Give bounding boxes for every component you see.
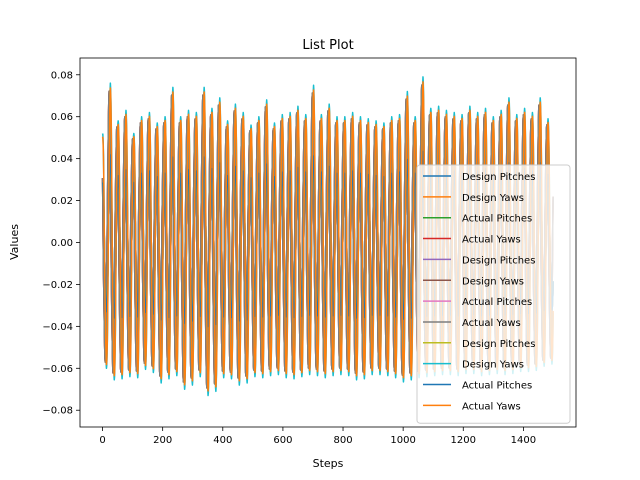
series-line — [101, 81, 554, 392]
y-tick-label: −0.02 — [42, 280, 73, 291]
legend-label: Design Pitches — [462, 255, 535, 266]
legend-label: Actual Pitches — [462, 214, 532, 225]
x-tick-label: 800 — [333, 435, 352, 446]
y-tick-label: 0.02 — [51, 196, 73, 207]
y-tick-label: 0.06 — [51, 112, 73, 123]
legend-label: Design Yaws — [462, 276, 524, 287]
legend-label: Design Pitches — [462, 172, 535, 183]
chart-title: List Plot — [302, 38, 353, 53]
legend-label: Actual Pitches — [462, 381, 532, 392]
y-tick-label: −0.06 — [42, 364, 73, 375]
legend-label: Actual Pitches — [462, 297, 532, 308]
x-axis: 0 200 400 600 800 1000 1200 1400 — [99, 427, 536, 446]
x-tick-label: 1200 — [451, 435, 476, 446]
x-tick-label: 200 — [153, 435, 172, 446]
y-axis: −0.08 −0.06 −0.04 −0.02 0.00 0.02 0.04 0.06 0.08 — [42, 70, 80, 417]
x-axis-label: Steps — [313, 457, 344, 470]
legend: Design Pitches Design Yaws Actual Pitches A… — [416, 164, 571, 424]
y-tick-label: 0.00 — [51, 238, 73, 249]
y-tick-label: 0.04 — [51, 154, 73, 165]
legend-label: Actual Yaws — [462, 401, 521, 412]
x-tick-label: 1400 — [511, 435, 536, 446]
y-tick-label: −0.08 — [42, 406, 73, 417]
legend-label: Design Pitches — [462, 339, 535, 350]
legend-box — [416, 164, 571, 424]
legend-label: Actual Yaws — [462, 318, 521, 329]
x-tick-label: 600 — [273, 435, 292, 446]
x-tick-label: 400 — [213, 435, 232, 446]
y-axis-label: Values — [8, 224, 21, 260]
x-tick-label: 0 — [99, 435, 105, 446]
legend-label: Design Yaws — [462, 360, 524, 371]
legend-label: Actual Yaws — [462, 235, 521, 246]
y-tick-label: −0.04 — [42, 322, 73, 333]
y-tick-label: 0.08 — [51, 70, 73, 81]
legend-label: Design Yaws — [462, 193, 524, 204]
x-tick-label: 1000 — [390, 435, 415, 446]
